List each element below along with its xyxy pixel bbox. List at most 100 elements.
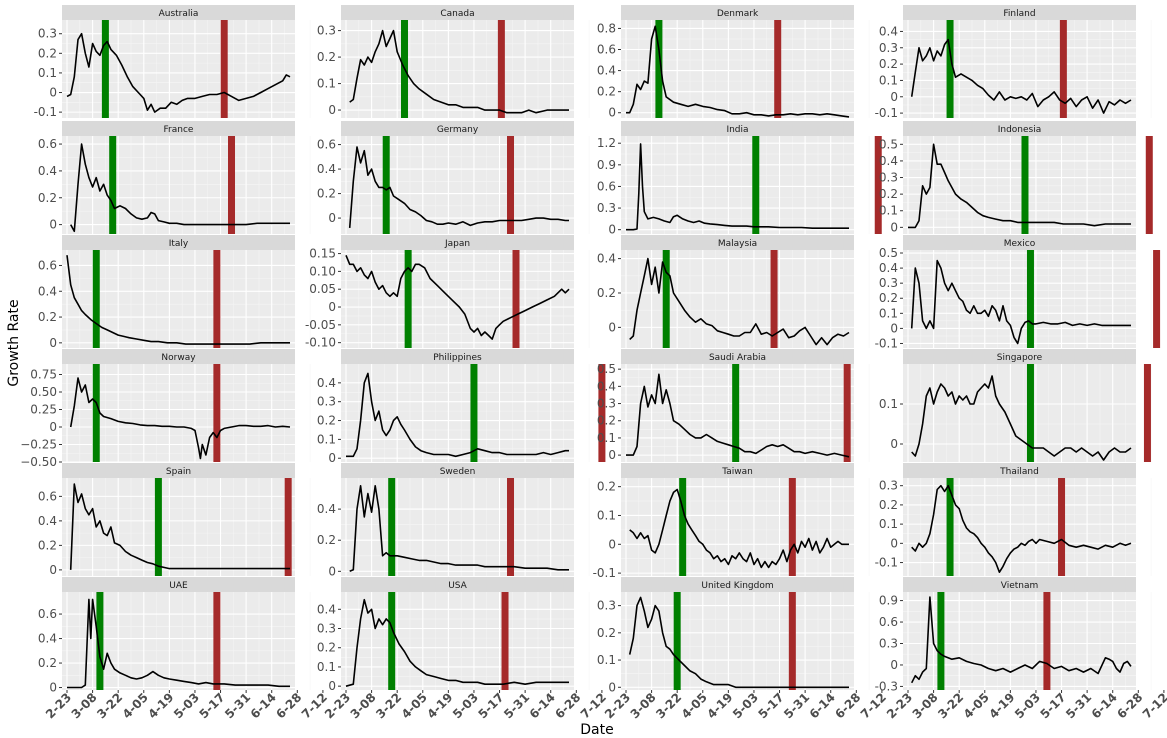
- panel-title: France: [164, 125, 194, 135]
- y-tick-label: 0: [49, 218, 57, 232]
- panel-thailand: Thailand -0.1 0 0.1 0.2 0.3: [875, 463, 1165, 576]
- y-tick-label: 0: [49, 563, 57, 577]
- y-tick-label: 0.1: [38, 66, 57, 80]
- y-tick-label: 0: [328, 103, 336, 117]
- y-tick-label: 0.4: [597, 64, 616, 78]
- panel-strip: [341, 349, 574, 364]
- x-tick-label: 3-22: [935, 690, 966, 721]
- panel-strip: [62, 577, 295, 592]
- y-tick-label: 0.2: [597, 286, 616, 300]
- y-tick-label: 0.3: [597, 397, 616, 411]
- panel-title: Japan: [444, 239, 470, 249]
- y-tick-label: 0.6: [38, 489, 57, 503]
- growth-rate-line: [629, 488, 849, 569]
- panel-strip: [621, 577, 854, 592]
- panel-france: France 0 0.2 0.4 0.6: [38, 121, 324, 234]
- panel-background: [62, 478, 295, 576]
- chart-panels: Australia-0.100.10.20.3Canada00.10.20.3D…: [20, 5, 1165, 695]
- y-tick-label: 0.4: [879, 154, 898, 168]
- x-tick-label: 7-12: [858, 690, 889, 721]
- y-tick-label: −0.25: [20, 438, 57, 452]
- red-marker-bar: [213, 250, 221, 348]
- grid-lines: [621, 478, 883, 576]
- x-tick-label: 4-19: [704, 690, 735, 721]
- x-tick-label: 2-23: [322, 690, 353, 721]
- grid-lines: [62, 478, 324, 576]
- y-tick-label: 0.4: [38, 514, 57, 528]
- growth-rate-line: [626, 373, 850, 458]
- y-tick-label: 0.3: [38, 27, 57, 41]
- y-tick-label: 0.3: [597, 201, 616, 215]
- y-tick-label: 0.10: [309, 264, 336, 278]
- panel-strip: [903, 577, 1136, 592]
- panel-usa: USA 0 0.1 0.2 0.3 0.4: [317, 577, 603, 693]
- panel-strip: [903, 349, 1136, 364]
- panel-background: [341, 20, 574, 118]
- x-tick-label: 4-19: [424, 690, 455, 721]
- y-tick-label: -0.3: [875, 679, 898, 693]
- grid-lines: [903, 478, 1165, 576]
- green-marker-bar: [101, 20, 109, 118]
- y-tick-label: 0.1: [879, 204, 898, 218]
- x-tick-label: 5-03: [171, 690, 202, 721]
- y-tick-label: 0.4: [317, 602, 336, 616]
- panel-background: [903, 20, 1136, 118]
- green-marker-bar: [655, 20, 663, 118]
- panel-strip: [903, 463, 1136, 478]
- y-tick-label: 0.2: [879, 57, 898, 71]
- y-tick-label: -0.1: [875, 556, 898, 570]
- panel-title: Mexico: [1004, 239, 1036, 249]
- y-tick-label: 0.4: [879, 24, 898, 38]
- growth-rate-line: [629, 257, 850, 346]
- panel-title: United Kingdom: [701, 581, 773, 591]
- y-tick-label: 0.3: [879, 637, 898, 651]
- y-tick-label: 0.2: [879, 187, 898, 201]
- panel-title: India: [726, 125, 748, 135]
- red-marker-bar: [1145, 136, 1153, 234]
- x-tick-label: 2-23: [884, 690, 915, 721]
- panel-background: [62, 20, 295, 118]
- red-marker-bar: [220, 20, 228, 118]
- growth-rate-line: [628, 596, 849, 689]
- x-tick-label: 3-22: [94, 690, 125, 721]
- y-tick-label: 0.6: [317, 138, 336, 152]
- x-tick-label: 5-31: [222, 690, 253, 721]
- panel-strip: [341, 121, 574, 136]
- red-marker-bar: [843, 364, 851, 462]
- green-marker-bar: [388, 478, 396, 576]
- y-tick-label: 0: [890, 658, 898, 672]
- y-tick-label: 0: [608, 537, 616, 551]
- panel-title: Malaysia: [718, 239, 757, 249]
- panel-title: Spain: [166, 467, 191, 477]
- green-marker-bar: [752, 136, 760, 234]
- panel-vietnam: Vietnam -0.3 0 0.3 0.6 0.9: [875, 577, 1165, 693]
- red-marker-bar: [770, 250, 778, 348]
- x-tick-label: 3-08: [910, 690, 941, 721]
- panel-background: [341, 250, 574, 348]
- panel-strip: [621, 5, 854, 20]
- y-tick-label: 0: [49, 86, 57, 100]
- panel-norway: Norway −0.50 −0.25 0 0.25 0.50 0.75: [20, 349, 324, 469]
- y-tick-label: 0.2: [317, 641, 336, 655]
- y-tick-label: 0: [608, 320, 616, 334]
- y-tick-label: 0.2: [597, 480, 616, 494]
- y-tick-label: 0.4: [317, 376, 336, 390]
- panel-background: [903, 364, 1136, 462]
- x-tick-label: 6-14: [527, 690, 558, 721]
- x-tick-label: 6-14: [248, 690, 279, 721]
- red-marker-bar: [512, 250, 520, 348]
- panel-background: [341, 592, 574, 690]
- x-tick-label: 6-28: [273, 690, 304, 721]
- y-tick-label: 0: [49, 420, 57, 434]
- green-marker-bar: [404, 250, 412, 348]
- growth-rate-line: [69, 377, 291, 460]
- panel-background: [621, 250, 854, 348]
- x-axis-ticks: 2-233-083-224-054-195-035-175-316-146-28…: [43, 690, 1167, 721]
- y-tick-label: -0.05: [305, 318, 336, 332]
- y-tick-label: 0.4: [597, 379, 616, 393]
- x-tick-label: 4-19: [145, 690, 176, 721]
- y-tick-label: 0.2: [317, 50, 336, 64]
- x-tick-label: 3-22: [373, 690, 404, 721]
- y-tick-label: 0.4: [879, 261, 898, 275]
- y-axis-title: Growth Rate: [6, 299, 22, 386]
